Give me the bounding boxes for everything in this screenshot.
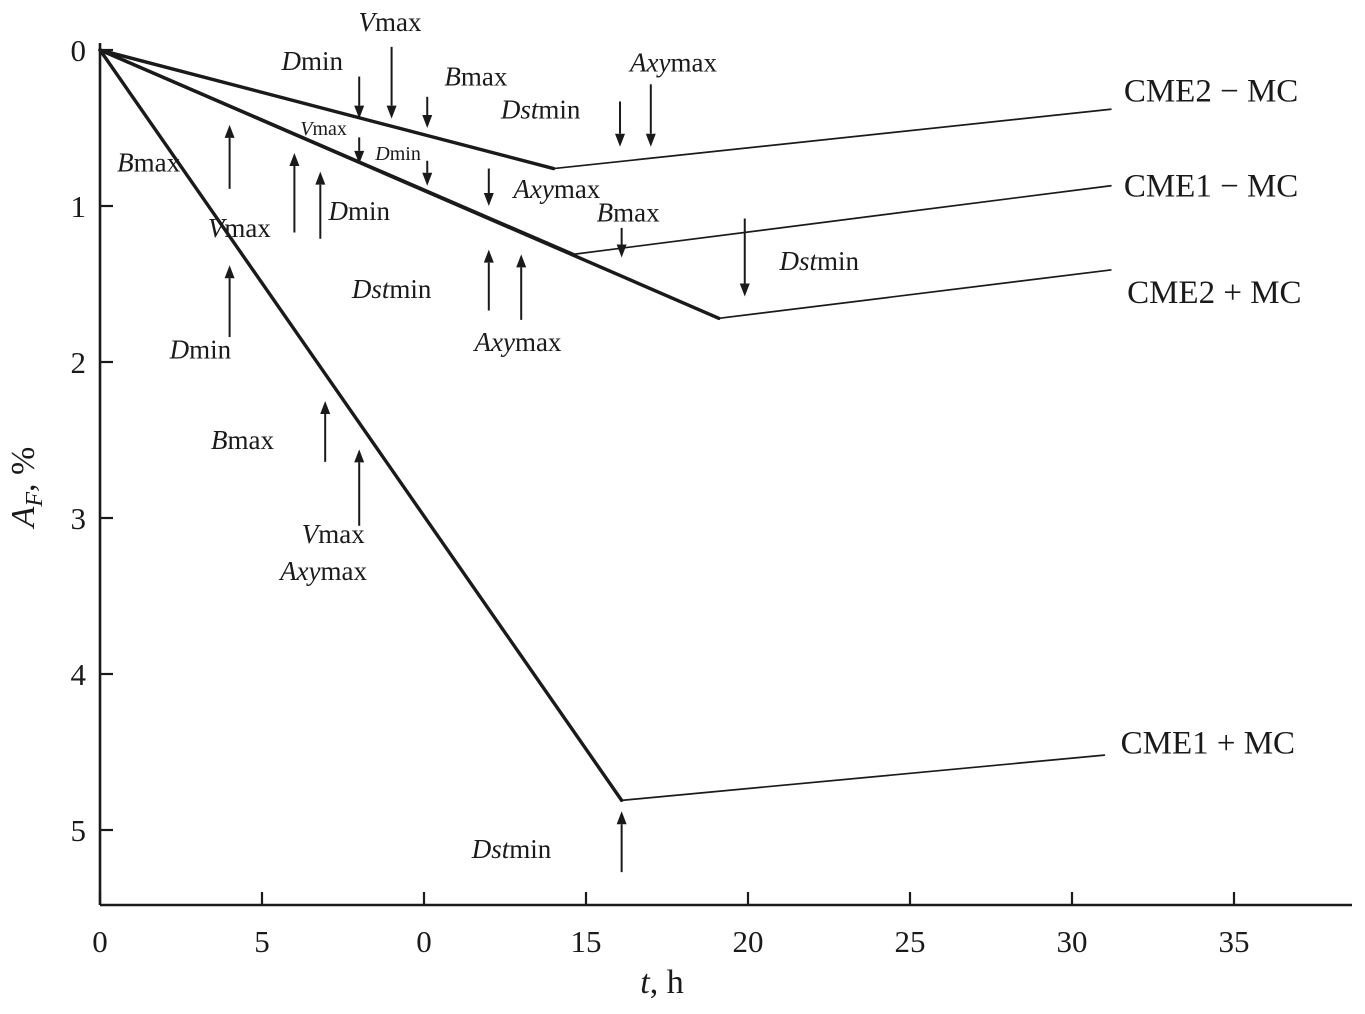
annotation-label: Axymax: [628, 48, 717, 78]
annotation-arrowhead: [224, 124, 235, 138]
y-axis-label: AF, %: [5, 447, 49, 528]
series-label-2: CME2 + MC: [1127, 275, 1301, 311]
series-decline-0: [98, 48, 556, 171]
annotation-arrowhead: [354, 105, 365, 119]
annotation-arrowhead: [483, 249, 494, 263]
y-axis-label-unit: , %: [5, 446, 43, 492]
y-tick-label: 1: [71, 189, 87, 224]
annotation-label: Axymax: [472, 327, 561, 357]
x-axis-label: t, h: [640, 964, 683, 1002]
y-tick-label: 0: [71, 33, 87, 68]
x-tick-label: 20: [733, 924, 764, 959]
annotation-arrowhead: [320, 401, 331, 414]
annotation-arrowhead: [422, 115, 433, 128]
annotation-arrowhead: [616, 811, 627, 825]
annotation-arrowhead: [386, 105, 397, 119]
annotation-arrowhead: [224, 265, 235, 279]
annotation-arrowhead: [516, 254, 527, 268]
annotation-label: Dmin: [374, 143, 421, 165]
annotation-label: Vmax: [300, 118, 347, 140]
x-axis-label-unit: , h: [649, 964, 684, 1001]
annotation-arrowhead: [615, 133, 626, 147]
x-tick-label: 25: [895, 924, 926, 959]
annotation-label: Vmax: [358, 7, 421, 37]
annotation-arrowhead: [739, 283, 750, 297]
series-recovery-2: [717, 269, 1112, 320]
annotation-label: Dmin: [169, 335, 232, 365]
annotation-label: Dstmin: [351, 274, 432, 304]
y-tick-label: 4: [71, 657, 87, 692]
annotation-label: Dmin: [280, 46, 343, 76]
y-tick-label: 5: [71, 813, 87, 848]
series-decline-3: [98, 48, 624, 803]
annotation-label: Vmax: [208, 213, 271, 243]
series-recovery-0: [552, 108, 1112, 170]
x-tick-label: 15: [571, 924, 602, 959]
x-tick-label: 30: [1057, 924, 1088, 959]
x-tick-label: 35: [1219, 924, 1250, 959]
annotation-label: Dmin: [327, 196, 390, 226]
x-tick-label: 5: [254, 924, 270, 959]
annotation-label: Vmax: [302, 519, 365, 549]
annotation-label: Bmax: [444, 62, 507, 92]
annotation-label: Axymax: [511, 174, 600, 204]
x-tick-label: 0: [416, 924, 432, 959]
series-label-0: CME2 − MC: [1124, 74, 1298, 110]
annotation-arrowhead: [315, 171, 326, 185]
annotation-label: Bmax: [211, 425, 274, 455]
annotation-label: Dstmin: [471, 834, 552, 864]
annotation-arrowhead: [422, 172, 433, 186]
annotation-arrowhead: [645, 133, 656, 147]
annotation-label: Bmax: [597, 197, 660, 227]
annotation-label: Dstmin: [500, 94, 581, 124]
y-tick-label: 2: [71, 345, 87, 380]
y-axis-label-symbol: A: [5, 506, 43, 528]
annotation-label: Axymax: [278, 556, 367, 586]
series-decline-2: [98, 48, 721, 321]
x-axis-label-symbol: t: [640, 964, 650, 1001]
annotation-label: Bmax: [117, 148, 180, 178]
y-axis-label-subscript: F: [21, 491, 48, 507]
annotation-arrowhead: [483, 193, 494, 206]
x-tick-label: 0: [92, 924, 108, 959]
annotation-label: Dstmin: [779, 246, 860, 276]
series-label-3: CME1 + MC: [1121, 726, 1295, 762]
annotation-arrowhead: [616, 244, 627, 258]
series-recovery-3: [620, 754, 1106, 802]
series-recovery-1: [572, 184, 1112, 256]
y-tick-label: 3: [71, 501, 87, 536]
series-label-1: CME1 − MC: [1124, 169, 1298, 205]
annotation-arrowhead: [289, 152, 300, 166]
annotation-arrowhead: [354, 449, 365, 463]
annotation-arrowhead: [354, 150, 365, 164]
